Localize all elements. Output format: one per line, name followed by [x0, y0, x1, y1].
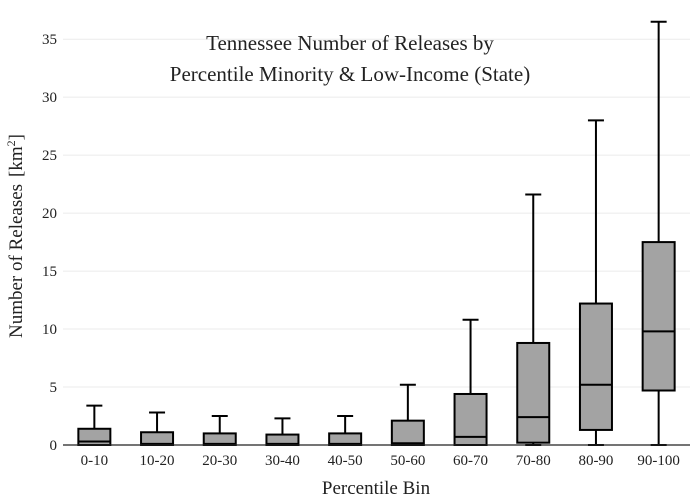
y-axis-label: Number of Releases [km2] — [4, 134, 27, 338]
x-tick-labels: 0-10 10-20 20-30 30-40 40-50 50-60 60-70 70-80 8… — [81, 453, 680, 469]
box-40-50 — [328, 415, 363, 446]
x-tick-label: 90-100 — [637, 453, 680, 469]
y-tick-label: 20 — [42, 206, 57, 222]
chart-title-line-2: Percentile Minority & Low-Income (State) — [170, 62, 530, 86]
gridlines — [63, 38, 690, 388]
x-tick-label: 30-40 — [265, 453, 300, 469]
box-0-10 — [77, 404, 112, 447]
y-tick-labels: 0 5 10 15 20 25 30 35 — [42, 32, 57, 454]
chart-title-line-1: Tennessee Number of Releases by — [206, 31, 494, 55]
y-tick-label: 35 — [42, 32, 57, 48]
y-tick-label: 10 — [42, 322, 57, 338]
iqr-box — [77, 427, 112, 447]
y-axis-label-text: Number of Releases — [6, 184, 27, 338]
box-20-30 — [202, 415, 237, 446]
y-tick-label: 30 — [42, 90, 57, 106]
box-30-40 — [265, 417, 300, 446]
y-tick-label: 5 — [50, 380, 58, 396]
x-tick-label: 20-30 — [202, 453, 237, 469]
x-tick-label: 60-70 — [453, 453, 488, 469]
x-tick-label: 10-20 — [140, 453, 175, 469]
box-80-90 — [578, 119, 613, 446]
y-axis-unit-close: ] — [6, 134, 27, 140]
y-tick-label: 25 — [42, 148, 57, 164]
y-tick-label: 0 — [50, 438, 58, 454]
box-50-60 — [390, 383, 425, 446]
x-tick-label: 0-10 — [81, 453, 109, 469]
x-tick-label: 40-50 — [328, 453, 363, 469]
x-tick-label: 50-60 — [390, 453, 425, 469]
box-90-100 — [641, 20, 676, 446]
box-series — [77, 20, 676, 447]
y-axis-unit-superscript: 2 — [4, 140, 18, 146]
iqr-box — [390, 419, 425, 446]
iqr-box — [516, 341, 551, 444]
x-axis-label: Percentile Bin — [322, 478, 431, 499]
y-axis-unit: [km — [6, 146, 27, 177]
iqr-box — [641, 241, 676, 392]
box-70-80 — [516, 193, 551, 446]
box-60-70 — [453, 318, 488, 447]
x-tick-label: 80-90 — [578, 453, 613, 469]
y-tick-label: 15 — [42, 264, 57, 280]
box-10-20 — [140, 411, 175, 446]
iqr-box — [578, 302, 613, 431]
x-tick-label: 70-80 — [516, 453, 551, 469]
